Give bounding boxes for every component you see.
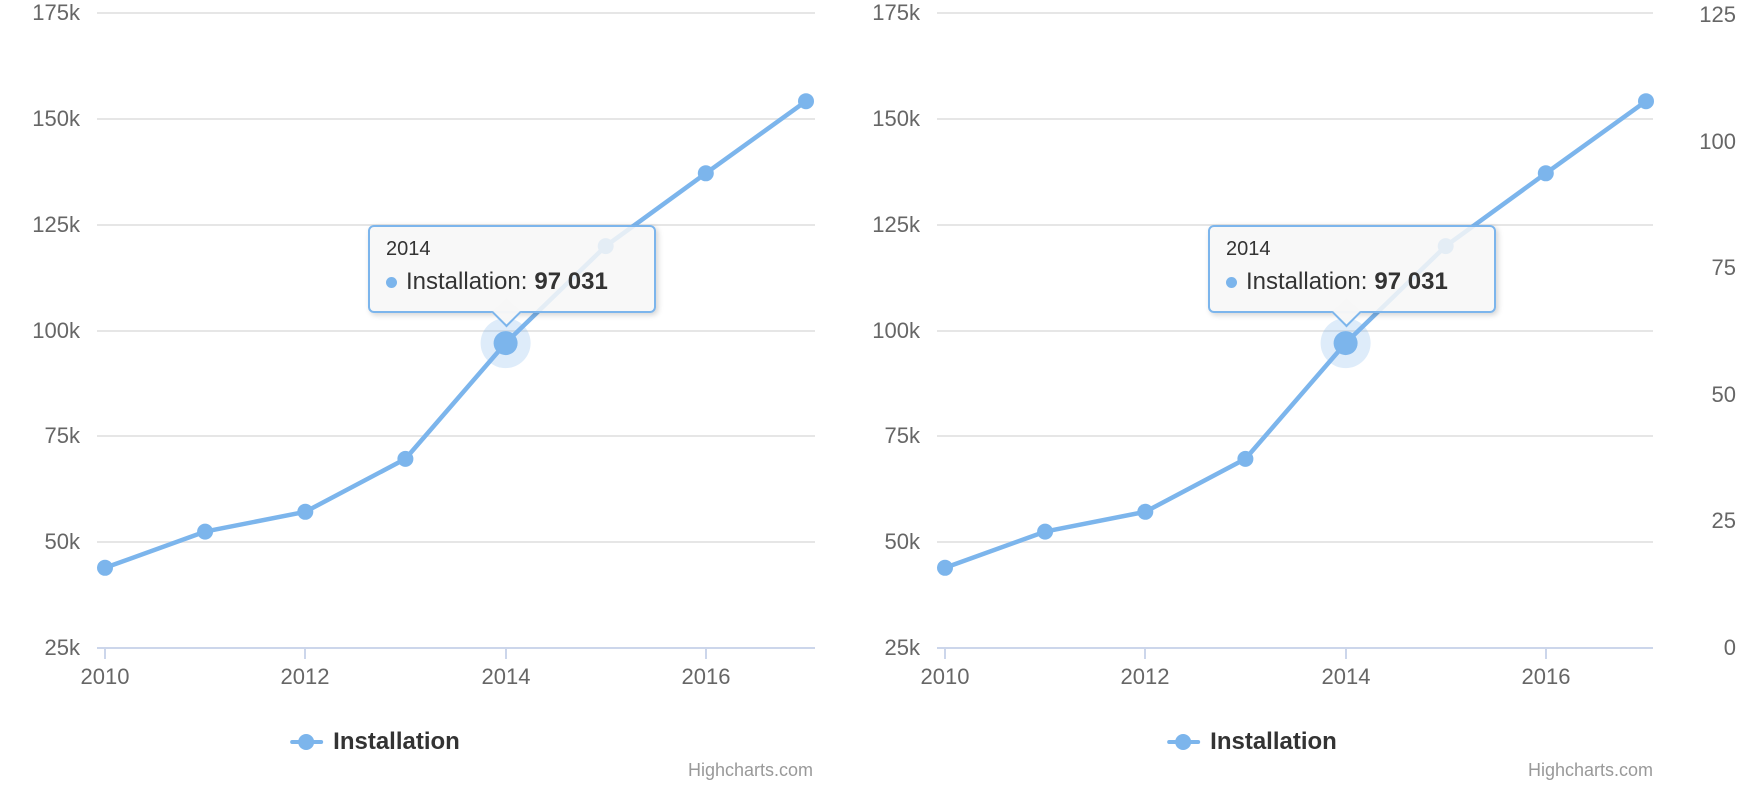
tooltip-series-label: Installation: xyxy=(1246,268,1368,295)
y-gridline xyxy=(937,118,1653,120)
data-point[interactable] xyxy=(197,523,214,540)
y-gridline xyxy=(97,330,815,332)
y-axis-label: 125k xyxy=(32,212,80,237)
x-axis-tick xyxy=(1545,648,1547,659)
tooltip-series-label: Installation: xyxy=(406,268,528,295)
data-point[interactable] xyxy=(697,165,714,182)
highcharts-credits-link[interactable]: Highcharts.com xyxy=(687,760,813,780)
chart-installation-single-axis: 175k 150k 125k 100k 75k 50k 25k 2010 2012 2014 201… xyxy=(32,0,815,780)
data-point-hovered[interactable] xyxy=(1333,331,1358,356)
data-point[interactable] xyxy=(798,93,814,110)
y-axis-label: 75k xyxy=(884,423,920,448)
series-dot-icon xyxy=(1226,276,1237,288)
legend-dot-icon xyxy=(298,734,315,750)
data-point[interactable] xyxy=(937,559,953,576)
secondary-y-axis-label: 75 xyxy=(1711,255,1736,280)
y-axis-label: 100k xyxy=(32,318,80,343)
data-point[interactable] xyxy=(397,450,414,467)
y-axis-label: 175k xyxy=(32,0,80,25)
x-axis-label: 2014 xyxy=(481,664,531,689)
secondary-y-axis-label: 0 xyxy=(1723,635,1736,660)
x-axis-tick xyxy=(104,648,106,659)
plot-area xyxy=(97,93,814,576)
x-axis-tick xyxy=(1144,648,1146,659)
y-axis-label: 100k xyxy=(872,318,920,343)
data-point[interactable] xyxy=(1537,165,1554,182)
data-point[interactable] xyxy=(1237,450,1254,467)
tooltip-header: 2014 xyxy=(1226,238,1271,260)
y-gridline xyxy=(97,12,815,14)
secondary-y-axis-label: 100 xyxy=(1699,129,1736,154)
secondary-y-axis-label: 125 xyxy=(1699,2,1736,27)
tooltip: 2014 Installation: 97 031 xyxy=(1208,225,1496,328)
series-line-installation xyxy=(102,98,809,571)
data-point[interactable] xyxy=(1037,523,1054,540)
y-axis-label: 50k xyxy=(884,529,920,554)
y-axis-label: 125k xyxy=(872,212,920,237)
y-axis-label: 50k xyxy=(44,529,80,554)
x-axis-tick xyxy=(304,648,306,659)
legend-marker-icon xyxy=(1167,734,1201,750)
data-point-hovered[interactable] xyxy=(493,331,518,356)
y-gridline xyxy=(937,12,1653,14)
legend-dot-icon xyxy=(1175,734,1192,750)
plot-area xyxy=(937,93,1654,576)
legend-marker-icon xyxy=(290,734,324,750)
y-axis-label: 175k xyxy=(872,0,920,25)
secondary-y-axis-label: 25 xyxy=(1711,508,1736,533)
tooltip-header: 2014 xyxy=(386,238,431,260)
x-axis-tick xyxy=(1345,648,1347,659)
data-point[interactable] xyxy=(97,559,113,576)
x-axis-label: 2010 xyxy=(80,664,130,689)
y-gridline xyxy=(97,118,815,120)
tooltip-body: Installation: 97 031 xyxy=(386,268,654,296)
x-axis-label: 2010 xyxy=(920,664,970,689)
x-axis-tick xyxy=(705,648,707,659)
tooltip-value: 97 031 xyxy=(1374,268,1448,295)
data-point[interactable] xyxy=(1638,93,1654,110)
tooltip: 2014 Installation: 97 031 xyxy=(368,225,656,328)
y-axis-label: 25k xyxy=(44,635,80,660)
y-gridline xyxy=(937,541,1653,543)
x-axis-line xyxy=(937,647,1653,649)
legend-item-installation[interactable]: Installation xyxy=(290,729,460,755)
x-axis-label: 2016 xyxy=(1521,664,1571,689)
x-axis-label: 2012 xyxy=(280,664,330,689)
y-axis-label: 150k xyxy=(32,106,80,131)
series-dot-icon xyxy=(386,276,397,288)
tooltip-body: Installation: 97 031 xyxy=(1226,268,1494,296)
data-point[interactable] xyxy=(1137,503,1154,520)
chart-installation-dual-axis: 175k 150k 125k 100k 75k 50k 25k 125 100 75 50 25 0 20… xyxy=(872,0,1754,792)
y-gridline xyxy=(937,330,1653,332)
secondary-y-axis-label: 50 xyxy=(1711,382,1736,407)
x-axis-label: 2016 xyxy=(681,664,731,689)
tooltip-value: 97 031 xyxy=(534,268,608,295)
series-line-installation xyxy=(942,98,1649,571)
x-axis-line xyxy=(97,647,815,649)
y-axis-label: 75k xyxy=(44,423,80,448)
data-point[interactable] xyxy=(297,503,314,520)
legend-item-installation[interactable]: Installation xyxy=(1167,729,1337,755)
legend-label: Installation xyxy=(333,728,460,755)
x-axis-tick xyxy=(505,648,507,659)
highcharts-credits-link[interactable]: Highcharts.com xyxy=(1527,760,1653,780)
y-axis-label: 150k xyxy=(872,106,920,131)
y-gridline xyxy=(937,435,1653,437)
y-gridline xyxy=(97,435,815,437)
y-axis-label: 25k xyxy=(884,635,920,660)
x-axis-tick xyxy=(944,648,946,659)
x-axis-label: 2012 xyxy=(1120,664,1170,689)
legend-label: Installation xyxy=(1210,728,1337,755)
x-axis-label: 2014 xyxy=(1321,664,1371,689)
y-gridline xyxy=(97,541,815,543)
